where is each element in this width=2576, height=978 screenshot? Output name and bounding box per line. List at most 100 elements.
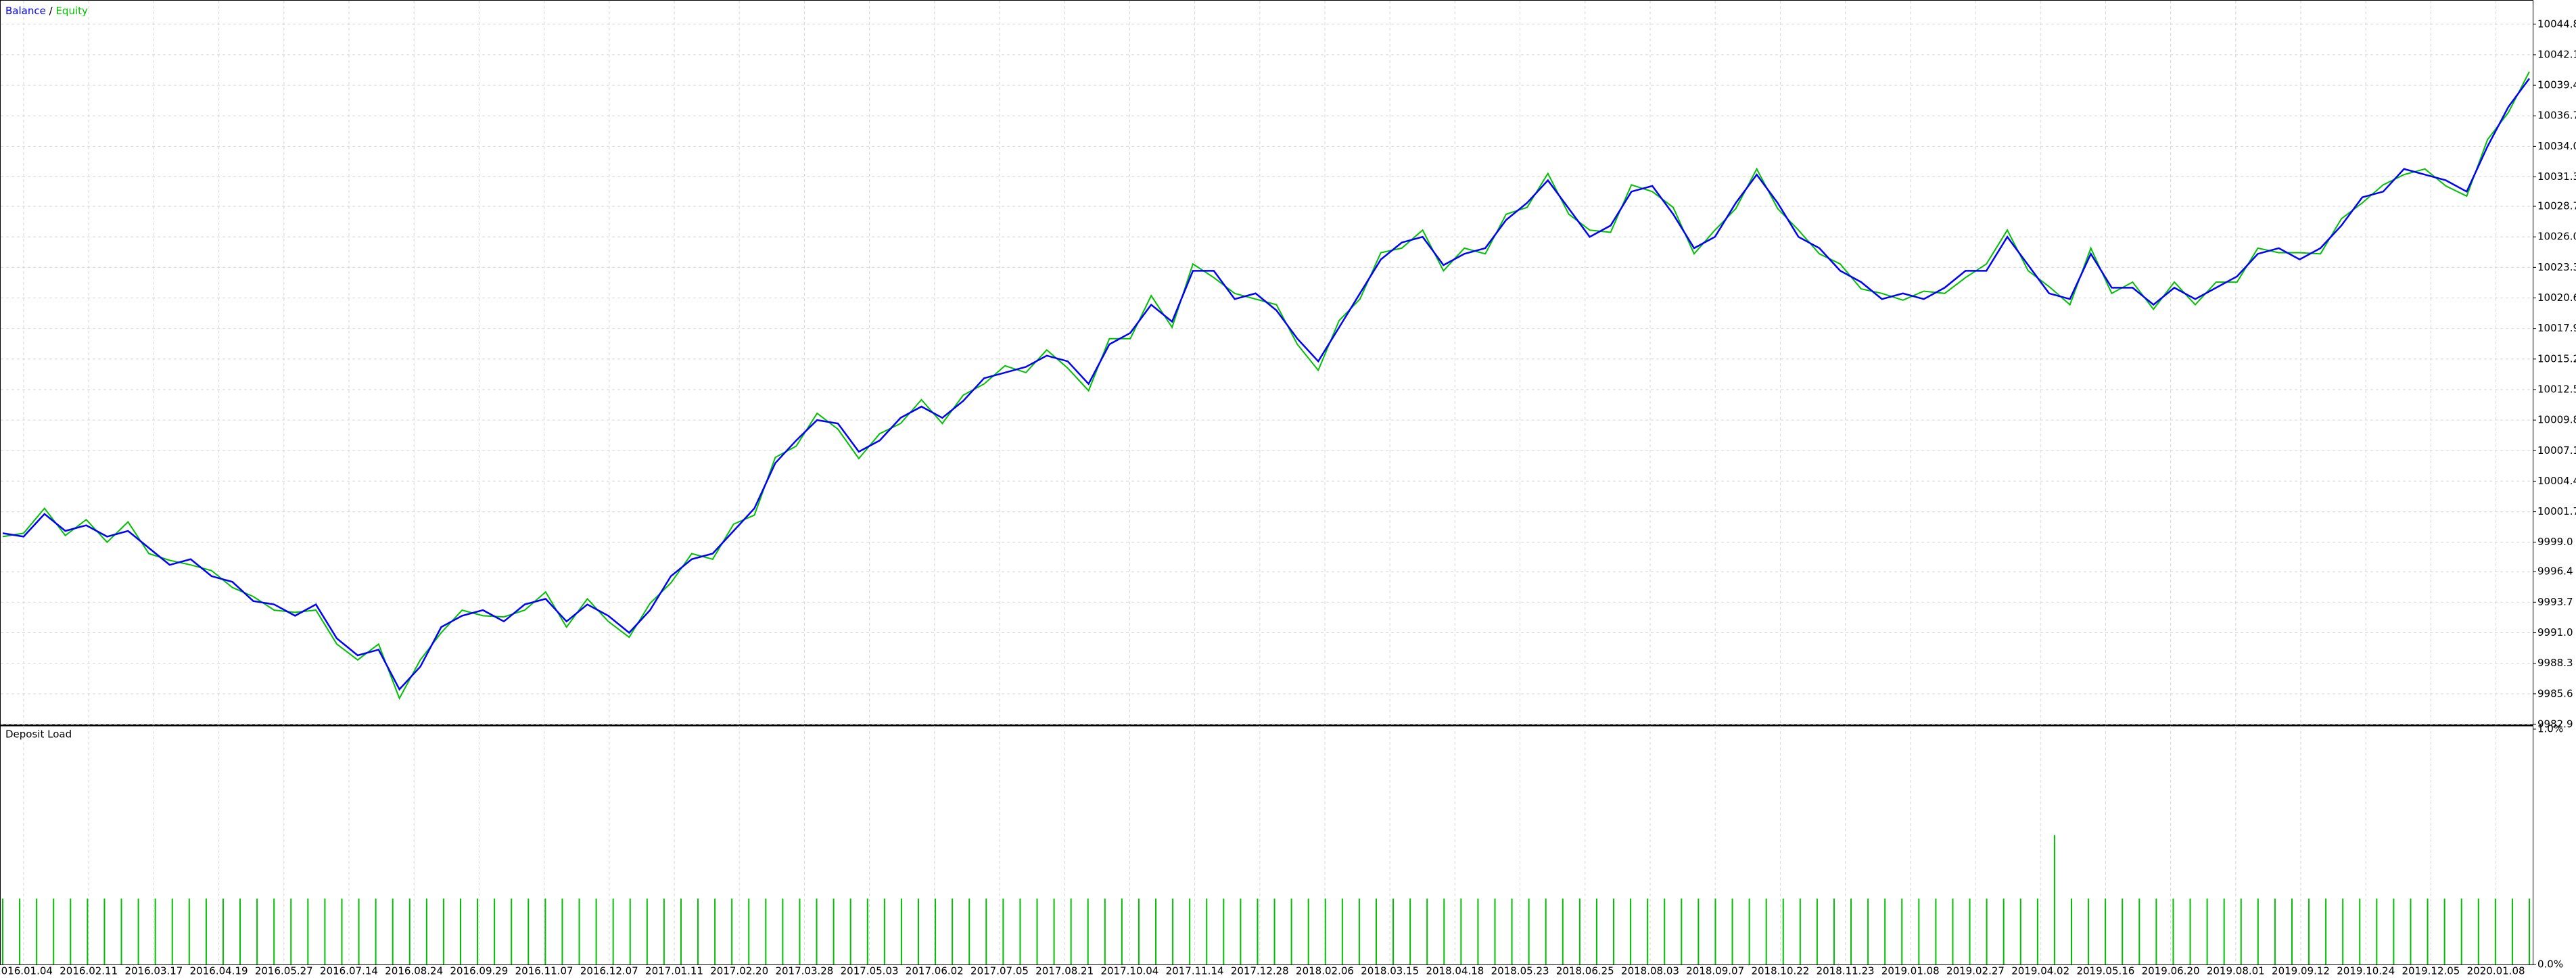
bar	[36, 898, 38, 964]
bar	[70, 898, 72, 964]
legend-equity: Equity	[55, 5, 88, 17]
bar	[103, 898, 106, 964]
bar	[205, 898, 207, 964]
x-tick-label: 2019.08.01	[2207, 965, 2265, 977]
x-tick-label: 2017.08.21	[1035, 965, 1094, 977]
bar	[188, 898, 190, 964]
bar	[256, 898, 258, 964]
series-line	[2, 71, 2530, 700]
bar	[1409, 898, 1411, 964]
bar	[1630, 898, 1632, 964]
bar	[952, 898, 954, 964]
bar	[2274, 898, 2276, 964]
bar	[1138, 898, 1140, 964]
bar	[1460, 898, 1462, 964]
bar	[511, 898, 513, 964]
bar	[2138, 898, 2140, 964]
x-tick-label: 2019.05.16	[2076, 965, 2134, 977]
x-tick-label: 2017.03.28	[775, 965, 833, 977]
bar	[1307, 898, 1309, 964]
bar	[2053, 835, 2055, 964]
bar	[917, 898, 919, 964]
bar	[2443, 898, 2445, 964]
y-tick-label: 9982.9	[2537, 718, 2573, 730]
y-tick-label: 9991.0	[2537, 626, 2573, 638]
bar	[2240, 898, 2242, 964]
bar	[239, 898, 241, 964]
x-tick-label: 2017.11.14	[1166, 965, 1224, 977]
bar	[1070, 898, 1072, 964]
bar	[2529, 898, 2530, 964]
load-panel	[0, 726, 2533, 965]
x-tick-label: 2018.10.22	[1751, 965, 1809, 977]
x-tick-label: 2020.01.08	[2467, 965, 2525, 977]
y-tick-label: 10007.1	[2537, 444, 2576, 457]
bar	[2376, 898, 2378, 964]
bar	[2359, 898, 2361, 964]
y-tick-label: 10023.3	[2537, 261, 2576, 273]
plot	[2, 71, 2531, 964]
bar	[782, 898, 784, 964]
bar	[2071, 898, 2073, 964]
x-tick-label: 2018.05.23	[1491, 965, 1549, 977]
bar	[375, 898, 377, 964]
bar	[544, 898, 546, 964]
bar	[1155, 898, 1157, 964]
x-tick-label: 2019.12.05	[2402, 965, 2460, 977]
bar	[1595, 898, 1597, 964]
bar	[1782, 898, 1784, 964]
bar	[1969, 898, 1971, 964]
bar	[2122, 898, 2124, 964]
bar	[731, 898, 733, 964]
y-tick-label: 10015.2	[2537, 352, 2576, 365]
bar	[900, 898, 902, 964]
bar	[1528, 898, 1530, 964]
bar	[1986, 898, 1988, 964]
bar	[1664, 898, 1666, 964]
x-tick-label: 2017.06.02	[906, 965, 964, 977]
bar	[1748, 898, 1750, 964]
bar	[2257, 898, 2259, 964]
bar	[612, 898, 614, 964]
bar	[1375, 898, 1377, 964]
bar	[714, 898, 716, 964]
x-tick-label: 2017.10.04	[1100, 965, 1158, 977]
bar	[935, 898, 937, 964]
bar	[222, 898, 224, 964]
bar	[697, 898, 699, 964]
bar	[680, 898, 682, 964]
bar	[2460, 898, 2462, 964]
bar	[392, 898, 394, 964]
x-tick-label: 2019.09.12	[2272, 965, 2330, 977]
bar	[2105, 898, 2107, 964]
bar	[1918, 898, 1920, 964]
bar	[2477, 898, 2479, 964]
x-tick-label: 2018.02.06	[1296, 965, 1354, 977]
x-tick-label: 2016.04.19	[190, 965, 248, 977]
bar	[2325, 898, 2327, 964]
x-tick-label: 2016.09.29	[450, 965, 508, 977]
y-tick-label: 10028.7	[2537, 200, 2576, 212]
x-tick-label: 2016.08.24	[385, 965, 443, 977]
bar	[341, 898, 343, 964]
bar	[2427, 898, 2429, 964]
x-tick-label: 2018.09.07	[1686, 965, 1744, 977]
bar	[477, 898, 479, 964]
bar	[1545, 898, 1547, 964]
bar	[2494, 898, 2496, 964]
bar	[2, 898, 3, 964]
bar	[1257, 898, 1259, 964]
bar	[1647, 898, 1649, 964]
bar	[1884, 898, 1886, 964]
bar	[1952, 898, 1954, 964]
bar	[171, 898, 173, 964]
bar	[561, 898, 563, 964]
load-title: Deposit Load	[5, 728, 72, 741]
bar	[2410, 898, 2412, 964]
legend-separator: /	[49, 5, 53, 17]
x-tick-label: 2017.01.11	[645, 965, 703, 977]
y-tick-label: 10036.7	[2537, 110, 2576, 122]
y-tick-label: 10039.4	[2537, 79, 2576, 91]
bar	[1799, 898, 1801, 964]
